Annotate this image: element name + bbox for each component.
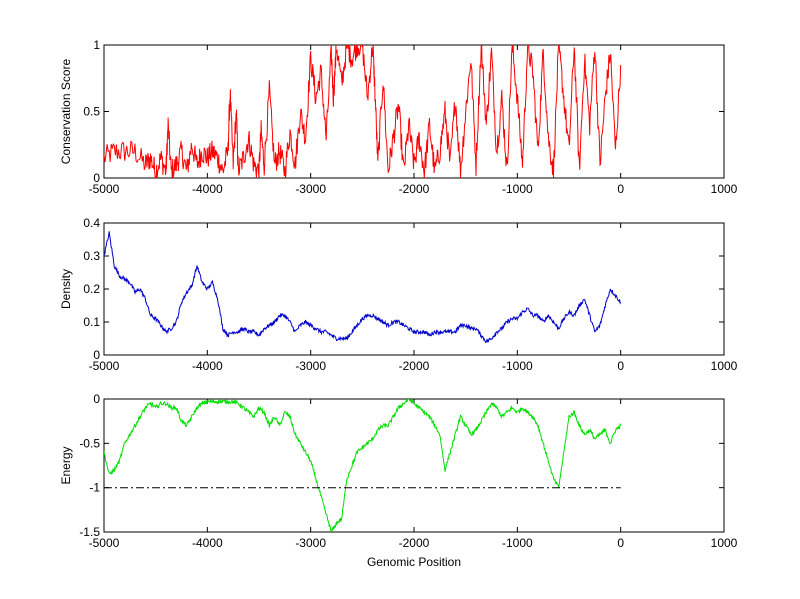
panel-2: -5000 -4000 -3000 -2000 -1000 0 1000 0 0.1 0.2 0.3… — [59, 216, 738, 373]
series-line-1 — [104, 45, 622, 178]
x-tick-label: 1000 — [711, 359, 738, 373]
x-tick-label: -1000 — [502, 359, 533, 373]
x-tick-label: 0 — [617, 359, 624, 373]
x-tick-label: -2000 — [399, 536, 430, 550]
axes-box — [103, 222, 725, 356]
panel-1: -5000 -4000 -3000 -2000 -1000 0 1000 0 0.5 1 Conse… — [59, 38, 738, 196]
x-tick-label: 1000 — [711, 536, 738, 550]
x-tick-label: -1000 — [502, 536, 533, 550]
y-tick-label: -1.5 — [79, 525, 100, 539]
x-tick-label: -4000 — [192, 536, 223, 550]
series-line-1 — [104, 399, 622, 532]
x-tick-label: -3000 — [295, 359, 326, 373]
y-tick-label: 0.3 — [83, 249, 100, 263]
x-tick-label: 0 — [617, 536, 624, 550]
x-tick-label: -2000 — [399, 359, 430, 373]
x-tick-label: -1000 — [502, 182, 533, 196]
y-tick-label: 0 — [93, 171, 100, 185]
panel-3: -5000 -4000 -3000 -2000 -1000 0 1000 -1.5 -1 -0.5… — [59, 392, 738, 569]
y-tick-label: 0 — [93, 348, 100, 362]
x-tick-label: -5000 — [89, 182, 120, 196]
y-tick-label: -0.5 — [79, 436, 100, 450]
y-tick-label: 1 — [93, 38, 100, 52]
y-tick-label: 0.4 — [83, 216, 100, 230]
y-tick-label: -1 — [89, 481, 100, 495]
y-axis-label: Energy — [59, 446, 73, 484]
y-tick-label: 0 — [93, 392, 100, 406]
x-tick-label: -2000 — [399, 182, 430, 196]
x-tick-label: -5000 — [89, 536, 120, 550]
y-tick-label: 0.5 — [83, 105, 100, 119]
x-tick-label: -4000 — [192, 359, 223, 373]
y-tick-label: 0.2 — [83, 282, 100, 296]
x-tick-label: -3000 — [295, 536, 326, 550]
series-line-1 — [104, 231, 622, 344]
y-axis-label: Conservation Score — [59, 58, 73, 164]
x-tick-label: -3000 — [295, 182, 326, 196]
x-tick-label: -4000 — [192, 182, 223, 196]
x-tick-label: -5000 — [89, 359, 120, 373]
x-axis-label: Genomic Position — [367, 555, 461, 569]
x-tick-label: 0 — [617, 182, 624, 196]
x-tick-label: 1000 — [711, 182, 738, 196]
axes-box — [103, 398, 725, 533]
y-axis-label: Density — [59, 269, 73, 309]
y-tick-label: 0.1 — [83, 315, 100, 329]
